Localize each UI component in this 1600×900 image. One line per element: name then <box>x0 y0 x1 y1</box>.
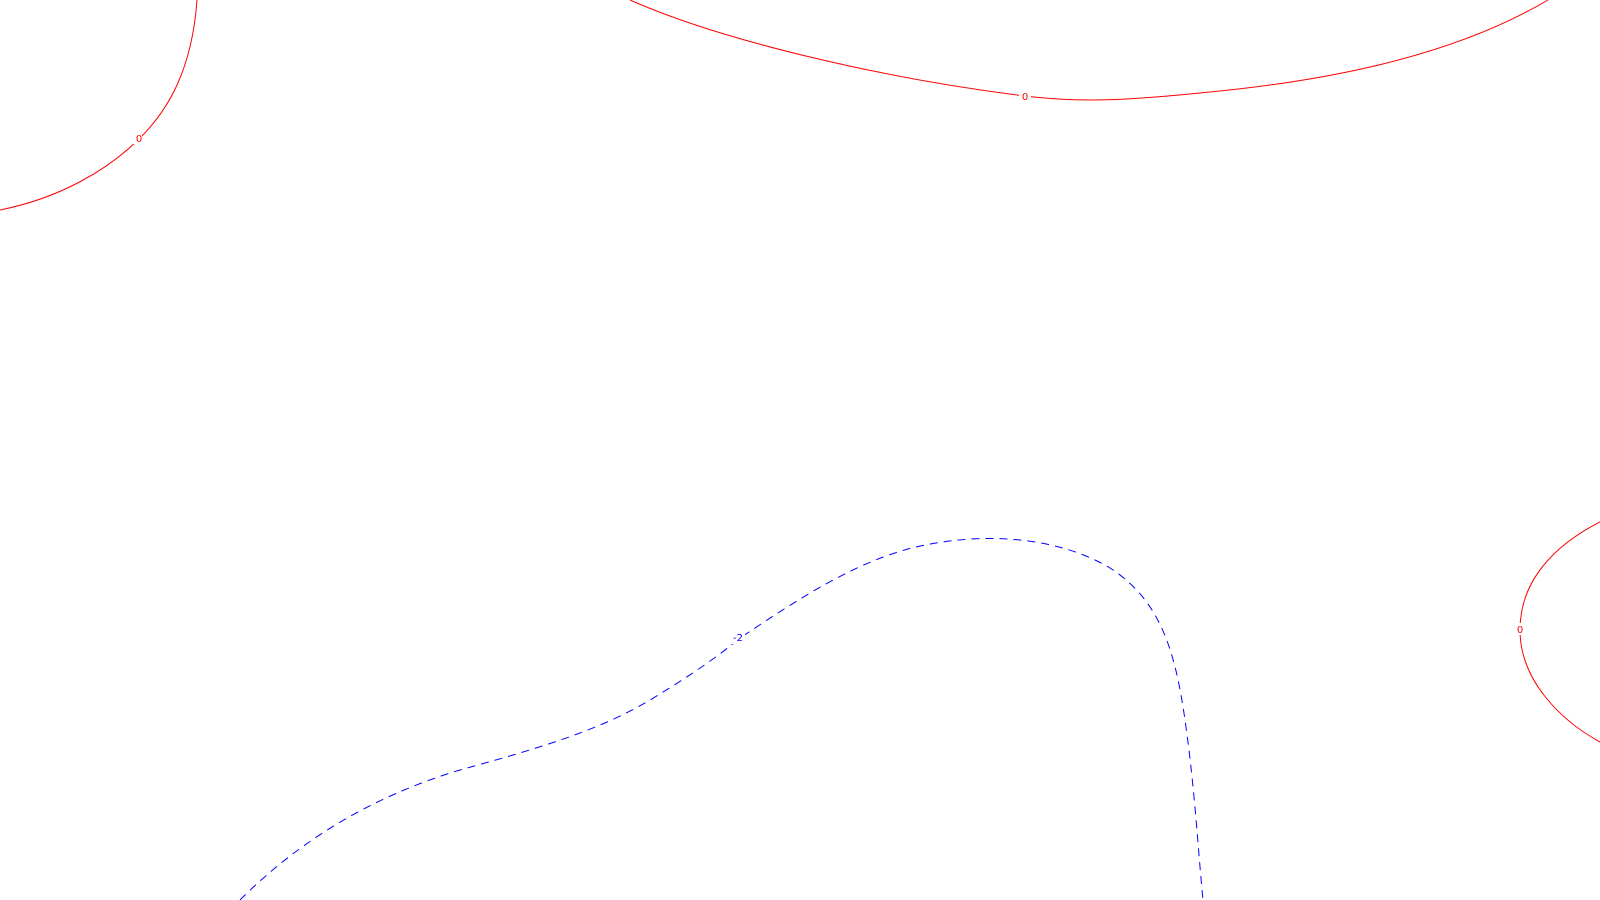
contour-zero-right: 0 <box>1515 521 1600 743</box>
label-halo <box>1019 91 1031 103</box>
label-halo <box>1515 623 1525 635</box>
contour-label-neg-two-bottom: -2 <box>733 633 743 644</box>
label-halo <box>731 632 745 644</box>
contour-neg-two-bottom: -2 <box>239 538 1204 900</box>
contour-label-zero-right: 0 <box>1517 625 1523 636</box>
contour-label-zero-top-center: 0 <box>1022 92 1028 103</box>
contour-label-zero-top-left: 0 <box>136 134 142 145</box>
contour-line-zero-top-left <box>0 0 198 211</box>
contour-zero-top-center: 0 <box>629 0 1549 103</box>
label-halo <box>132 132 142 144</box>
contour-line-neg-two-bottom <box>239 538 1204 900</box>
contour-line-zero-right <box>1519 521 1600 743</box>
contour-zero-top-left: 0 <box>0 0 198 211</box>
contour-line-zero-top-center <box>629 0 1549 101</box>
